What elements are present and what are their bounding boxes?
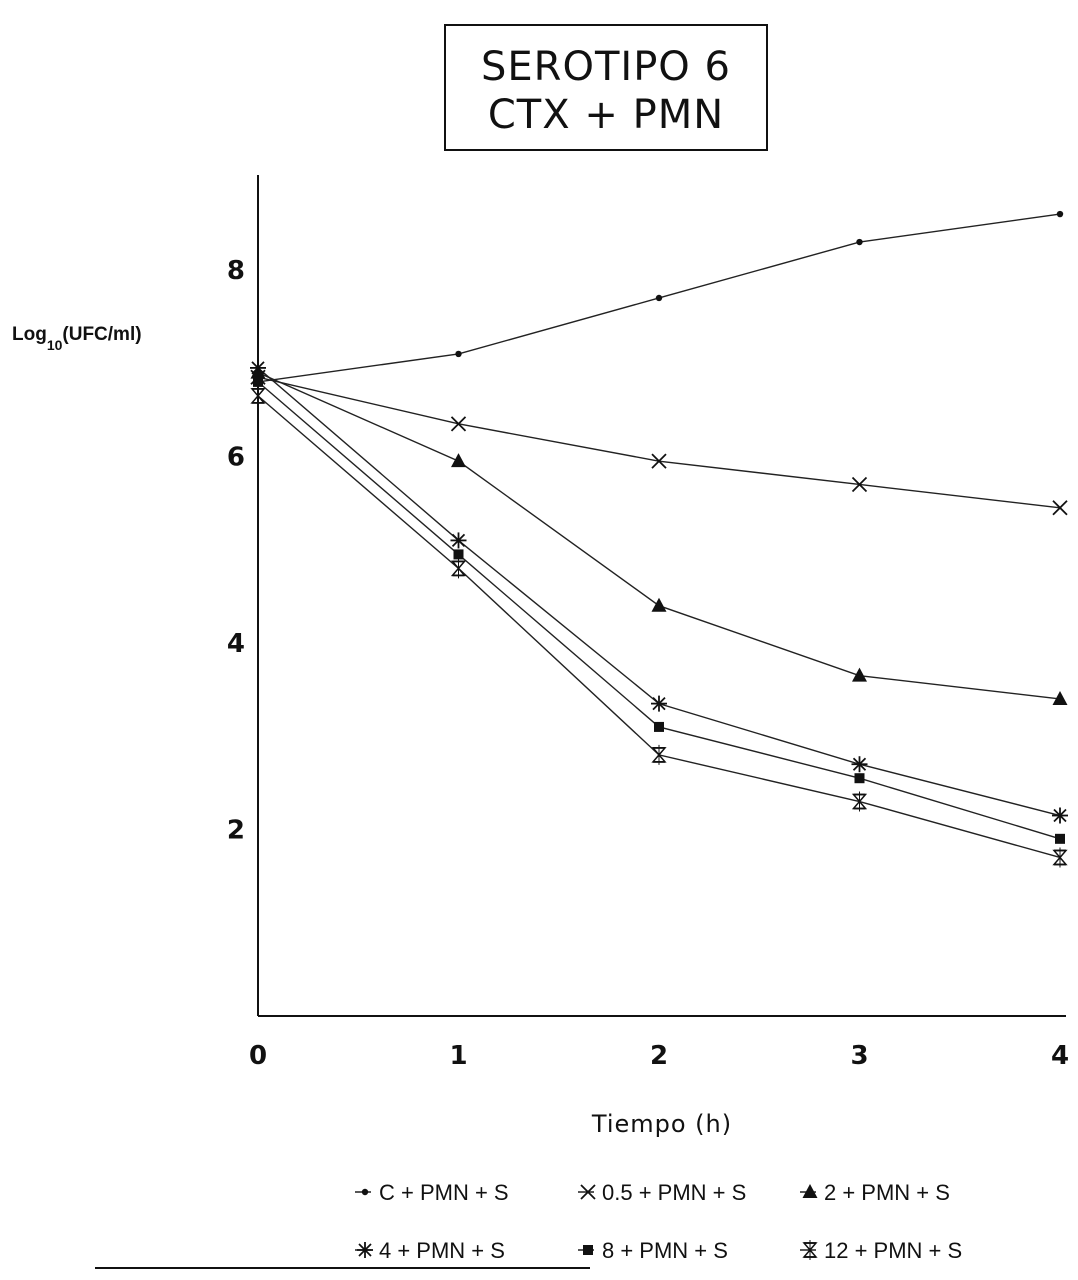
data-point bbox=[1052, 807, 1068, 824]
legend-label: 2 + PMN + S bbox=[824, 1180, 950, 1205]
y-tick-label: 4 bbox=[227, 629, 245, 659]
data-point bbox=[854, 773, 865, 784]
series-3 bbox=[250, 364, 1068, 705]
data-point bbox=[655, 294, 663, 302]
legend-marker bbox=[361, 1188, 369, 1196]
legend-item: 8 + PMN + S bbox=[578, 1238, 728, 1263]
legend: C + PMN + S 0.5 + PMN + S 2 + PMN + S 4 + P… bbox=[355, 1180, 962, 1263]
y-axis-label-unit: (UFC/ml) bbox=[62, 324, 141, 345]
legend-item: 4 + PMN + S bbox=[355, 1238, 505, 1263]
y-tick-label: 6 bbox=[227, 443, 245, 473]
legend-marker bbox=[357, 1242, 373, 1258]
chart-title: SEROTIPO 6 bbox=[481, 44, 731, 90]
legend-label: C + PMN + S bbox=[379, 1180, 509, 1205]
series-line bbox=[257, 395, 1061, 859]
axes bbox=[257, 175, 1066, 1017]
data-point bbox=[651, 453, 667, 469]
data-point bbox=[451, 453, 466, 468]
legend-marker bbox=[580, 1184, 596, 1200]
series-1 bbox=[254, 210, 1064, 386]
data-point bbox=[1052, 690, 1068, 705]
legend-marker bbox=[802, 1184, 818, 1198]
legend-item: 12 + PMN + S bbox=[800, 1238, 962, 1263]
x-tick-label: 3 bbox=[850, 1041, 868, 1071]
title-box-group: SEROTIPO 6 CTX + PMN bbox=[444, 24, 768, 151]
data-point bbox=[1052, 500, 1068, 516]
data-point bbox=[1056, 210, 1064, 218]
legend-label: 0.5 + PMN + S bbox=[602, 1180, 746, 1205]
data-point bbox=[453, 549, 464, 560]
data-point bbox=[253, 376, 263, 387]
title-box bbox=[444, 24, 768, 151]
legend-marker bbox=[802, 1240, 818, 1260]
data-point bbox=[852, 667, 867, 682]
data-point bbox=[651, 695, 667, 712]
data-point bbox=[651, 744, 667, 765]
y-axis-label: Log10(UFC/ml) bbox=[12, 324, 142, 353]
legend-label: 4 + PMN + S bbox=[379, 1238, 505, 1263]
series-6 bbox=[250, 385, 1068, 868]
x-tick-labels: 0 1 2 3 4 bbox=[249, 1041, 1069, 1071]
data-point bbox=[654, 721, 664, 732]
data-point bbox=[851, 791, 868, 812]
data-point bbox=[851, 756, 868, 773]
legend-item: 2 + PMN + S bbox=[800, 1180, 950, 1205]
x-tick-label: 0 bbox=[249, 1041, 267, 1071]
data-point bbox=[450, 558, 467, 579]
series-2 bbox=[250, 369, 1068, 516]
data-point bbox=[856, 238, 863, 246]
y-tick-label: 8 bbox=[227, 256, 245, 286]
y-axis-label-main: Log bbox=[12, 324, 47, 345]
data-point bbox=[1055, 833, 1065, 844]
series-line bbox=[257, 376, 1061, 509]
data-point bbox=[851, 476, 868, 493]
series-line bbox=[257, 371, 1061, 700]
y-tick-label: 2 bbox=[227, 816, 245, 846]
data-point bbox=[651, 597, 667, 612]
data-point bbox=[450, 532, 467, 549]
y-tick-labels: 2 4 6 8 bbox=[227, 256, 245, 846]
data-point bbox=[1052, 847, 1068, 868]
series-layer bbox=[250, 210, 1068, 868]
y-axis-label-subscript: 10 bbox=[47, 337, 63, 353]
data-point bbox=[455, 350, 462, 358]
x-axis-label: Tiempo (h) bbox=[591, 1110, 732, 1138]
legend-item: C + PMN + S bbox=[355, 1180, 509, 1205]
legend-label: 8 + PMN + S bbox=[602, 1238, 728, 1263]
series-5 bbox=[253, 376, 1065, 844]
chart-subtitle: CTX + PMN bbox=[488, 92, 724, 138]
data-point bbox=[250, 359, 266, 376]
series-4 bbox=[250, 359, 1068, 824]
x-tick-label: 1 bbox=[449, 1041, 467, 1071]
data-point bbox=[450, 416, 467, 432]
x-tick-label: 2 bbox=[650, 1041, 668, 1071]
x-tick-label: 4 bbox=[1051, 1041, 1069, 1071]
legend-marker bbox=[583, 1245, 593, 1255]
legend-item: 0.5 + PMN + S bbox=[578, 1180, 746, 1205]
data-point bbox=[250, 385, 266, 406]
legend-label: 12 + PMN + S bbox=[824, 1238, 962, 1263]
